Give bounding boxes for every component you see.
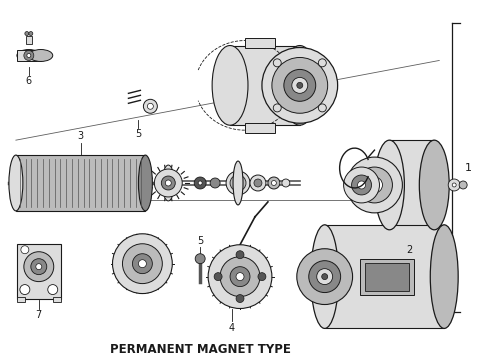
Circle shape [448,179,460,191]
Text: 1: 1 [465,163,472,173]
Circle shape [144,99,157,113]
Circle shape [352,175,371,195]
Circle shape [258,273,266,280]
Ellipse shape [282,45,318,125]
Circle shape [357,167,392,203]
Ellipse shape [9,155,23,211]
Circle shape [29,32,33,36]
Circle shape [236,273,244,280]
Circle shape [21,246,29,254]
Circle shape [358,181,366,189]
Circle shape [322,274,328,280]
Circle shape [297,82,303,88]
Circle shape [317,269,333,285]
Circle shape [284,69,316,101]
Ellipse shape [419,140,449,230]
Circle shape [113,234,172,293]
Bar [360,259,415,294]
Text: 2: 2 [406,245,413,255]
Circle shape [230,175,246,191]
Ellipse shape [29,50,53,62]
Circle shape [220,257,260,297]
Circle shape [25,32,29,36]
Ellipse shape [162,165,174,201]
Circle shape [459,181,467,189]
Circle shape [20,285,30,294]
Circle shape [250,175,266,191]
Circle shape [165,180,172,186]
Ellipse shape [233,161,243,205]
Circle shape [48,285,58,294]
Bar [17,50,41,62]
Circle shape [452,183,456,187]
Circle shape [24,252,54,282]
Circle shape [318,59,326,67]
Circle shape [194,177,206,189]
Circle shape [282,179,290,187]
Circle shape [346,157,402,213]
Circle shape [271,180,276,185]
Circle shape [273,59,281,67]
Bar [245,37,275,48]
Circle shape [236,251,244,259]
Ellipse shape [17,50,41,62]
Bar [230,45,300,125]
Bar [53,297,61,302]
Ellipse shape [374,140,404,230]
Circle shape [147,103,153,109]
Bar [390,140,434,230]
Ellipse shape [311,225,339,328]
Circle shape [367,177,383,193]
Circle shape [236,294,244,302]
Circle shape [273,104,281,112]
Circle shape [226,171,250,195]
Text: PERMANENT MAGNET TYPE: PERMANENT MAGNET TYPE [110,343,291,356]
Ellipse shape [138,155,152,211]
Bar [16,155,146,211]
Circle shape [343,167,379,203]
Bar [17,244,61,298]
Text: 3: 3 [77,131,84,141]
Circle shape [254,179,262,187]
Ellipse shape [430,225,458,328]
Circle shape [138,260,147,268]
Circle shape [154,169,182,197]
Circle shape [214,273,222,280]
Text: 5: 5 [135,129,142,139]
Circle shape [309,261,341,293]
Circle shape [27,54,31,58]
Circle shape [210,178,220,188]
Bar [325,225,444,328]
Circle shape [31,259,47,275]
Circle shape [122,244,162,284]
Bar [245,123,275,133]
Bar [17,297,25,302]
Text: 5: 5 [197,236,203,246]
Circle shape [198,181,202,185]
Circle shape [208,245,272,309]
Circle shape [24,50,34,60]
Text: 7: 7 [36,310,42,320]
Circle shape [195,254,205,264]
Circle shape [36,264,42,270]
Circle shape [262,48,338,123]
Text: 6: 6 [26,76,32,86]
Circle shape [230,267,250,287]
Circle shape [318,104,326,112]
Text: 4: 4 [229,323,235,333]
Ellipse shape [212,45,248,125]
Circle shape [132,254,152,274]
Circle shape [268,177,280,189]
Circle shape [292,77,308,93]
Bar [26,36,32,44]
Circle shape [272,58,328,113]
Circle shape [297,249,353,305]
Circle shape [161,176,175,190]
Bar [365,263,409,291]
